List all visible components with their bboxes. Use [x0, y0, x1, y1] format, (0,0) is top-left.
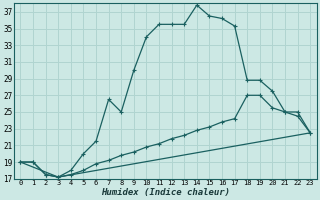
X-axis label: Humidex (Indice chaleur): Humidex (Indice chaleur)	[101, 188, 230, 197]
